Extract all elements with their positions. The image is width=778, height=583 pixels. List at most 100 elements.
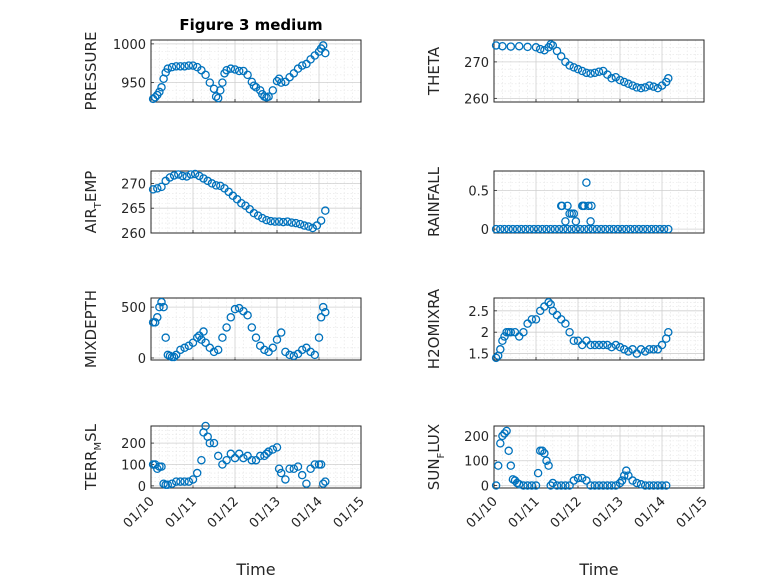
data-point [249, 208, 259, 218]
data-point [222, 65, 231, 75]
axes-frame [150, 170, 362, 234]
x-tick-label: 01/12 [548, 494, 585, 531]
data-point [182, 172, 191, 181]
data-point [272, 76, 282, 86]
data-point [321, 206, 330, 215]
data-point [157, 182, 166, 192]
data-point [285, 350, 294, 360]
data-point [523, 481, 532, 490]
data-point [243, 311, 252, 320]
data-point [272, 443, 282, 452]
data-point [197, 65, 206, 75]
data-point [605, 224, 614, 234]
data-point [184, 477, 194, 486]
data-point [544, 298, 553, 307]
data-point [226, 64, 236, 73]
data-point [640, 347, 650, 356]
data-point [590, 68, 600, 78]
data-point [283, 217, 292, 226]
data-point [268, 86, 278, 95]
data-point [514, 332, 524, 341]
data-point [180, 62, 189, 71]
y-tick-label: 2 [481, 326, 489, 341]
x-tick-label: 01/13 [247, 494, 284, 531]
data-point [300, 221, 309, 230]
data-point [636, 345, 646, 354]
data-point [525, 224, 534, 234]
data-point [519, 327, 528, 337]
data-point [306, 464, 315, 474]
data-point [565, 61, 574, 70]
data-point [607, 342, 616, 352]
data-point [180, 343, 189, 353]
data-point [308, 223, 317, 233]
data-point [264, 92, 273, 101]
y-tick-label: 0 [481, 223, 489, 238]
data-point [155, 87, 164, 97]
data-point [542, 456, 551, 465]
data-point [201, 338, 210, 347]
data-point [517, 224, 526, 234]
data-point [218, 460, 227, 469]
y-axis-label: SUNFLUX [425, 424, 447, 490]
panel-pressure: 950 1000 PRESSURE [82, 32, 362, 110]
data-point [239, 453, 248, 463]
data-point [216, 86, 225, 95]
data-point [289, 464, 299, 474]
data-point [213, 345, 223, 355]
data-point [176, 345, 185, 355]
data-point [289, 69, 299, 78]
data-point [540, 449, 549, 458]
axes-frame [150, 39, 362, 103]
data-point [211, 92, 221, 101]
data-point [643, 224, 652, 234]
axes-frame [150, 297, 362, 361]
data-point [653, 83, 663, 93]
data-point [176, 62, 185, 71]
data-point [498, 336, 507, 346]
data-point [619, 471, 629, 480]
data-point [496, 345, 505, 354]
data-point [276, 468, 286, 478]
y-axis-label: RAINFALL [425, 166, 443, 237]
data-point [598, 340, 608, 350]
data-point [506, 42, 516, 51]
data-point [297, 345, 307, 355]
panel-terr_msl: 0 100 200 TERRMSL 01/10 01/11 01/12 01/13 01/14 0… [82, 421, 368, 579]
x-tick-label: 01/10 [121, 494, 158, 531]
data-point [565, 327, 574, 337]
data-point [577, 340, 587, 350]
data-point [260, 345, 269, 355]
data-point [247, 455, 257, 465]
y-tick-label: 500 [121, 301, 146, 316]
data-point [171, 477, 181, 486]
data-point [321, 477, 330, 486]
y-axis-label-suffix: SL [82, 423, 100, 442]
data-point [586, 69, 595, 78]
data-point [619, 77, 629, 87]
data-point [195, 171, 204, 181]
data-point [651, 224, 660, 234]
data-point [556, 481, 566, 490]
y-axis-label-main: TERR [82, 451, 100, 492]
data-point [548, 306, 558, 316]
data-point [569, 63, 579, 72]
axes-air_temp [150, 170, 362, 234]
data-point [628, 81, 637, 90]
axes-rainfall [493, 170, 705, 234]
data-point [594, 340, 604, 350]
data-point [260, 451, 269, 461]
data-point [247, 323, 257, 332]
data-point [314, 333, 324, 342]
data-point [538, 446, 547, 456]
x-tick-label: 01/15 [331, 494, 368, 531]
x-tick-label: 01/14 [289, 494, 326, 531]
data-point [550, 224, 560, 234]
y-axis-label-subscript: F [436, 452, 447, 458]
data-point [531, 481, 541, 490]
data-point [607, 481, 616, 490]
data-point [496, 439, 505, 448]
data-point [178, 171, 187, 181]
data-point [276, 328, 286, 337]
